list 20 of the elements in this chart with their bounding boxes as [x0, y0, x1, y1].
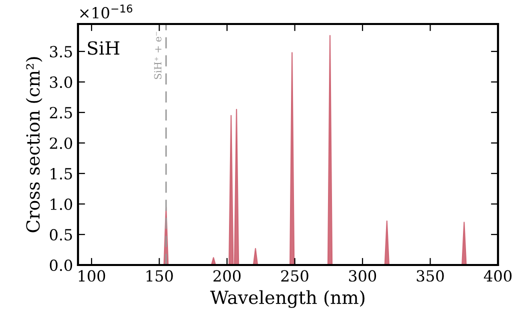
y-tick-label: 3.0 [50, 76, 72, 88]
y-tick-label: 1.5 [50, 168, 72, 180]
y-tick-label: 2.0 [50, 137, 72, 149]
y-tick-label: 0.0 [50, 259, 72, 272]
x-axis-title: Wavelength (nm) [210, 290, 364, 308]
x-tick-label: 350 [416, 270, 444, 282]
x-tick-label: 400 [484, 270, 512, 282]
x-tick-label: 150 [146, 270, 173, 282]
x-tick-label: 100 [78, 270, 106, 282]
x-tick-label: 250 [281, 270, 308, 282]
text: ×10$^{−16}$ [80, 4, 132, 19]
y-tick-label: 3.5 [50, 46, 72, 58]
y-axis-title: Cross section (cm²) [26, 57, 42, 232]
annotation: SiH [88, 41, 120, 55]
y-tick-label: 1.0 [50, 198, 72, 210]
x-tick-label: 200 [213, 270, 241, 282]
y-tick-label: 0.5 [50, 228, 72, 241]
x-tick-label: 300 [349, 270, 376, 282]
y-tick-label: 2.5 [50, 106, 72, 118]
ref-line-label: SiH⁺ + e⁻ [154, 32, 162, 80]
